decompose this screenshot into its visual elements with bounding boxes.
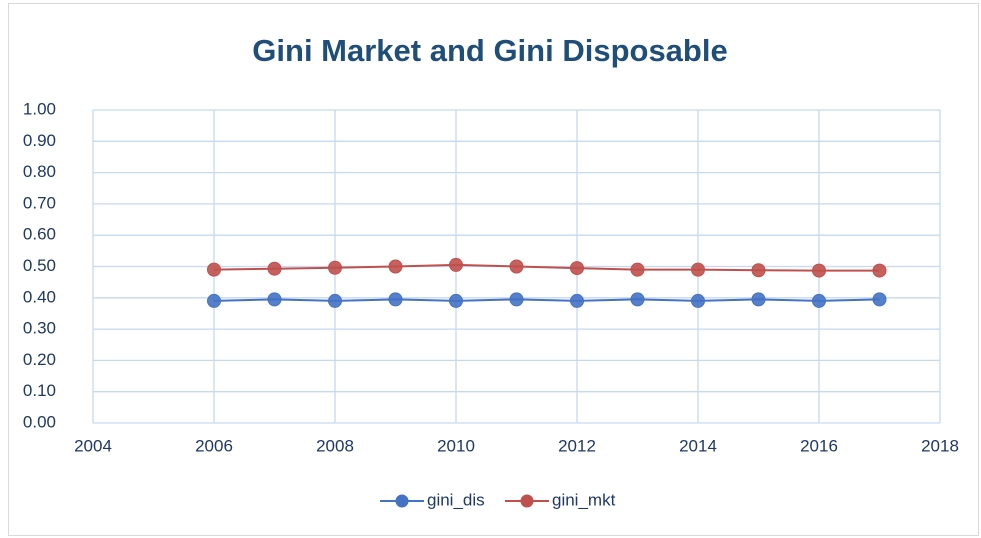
- chart-border: [8, 3, 979, 536]
- x-tick-label: 2014: [679, 436, 717, 455]
- data-point: [328, 293, 342, 308]
- data-point: [872, 292, 887, 307]
- x-tick-label: 2008: [316, 436, 354, 455]
- data-point: [691, 293, 705, 308]
- data-point: [388, 259, 403, 274]
- y-tick-label: 0.40: [23, 287, 56, 306]
- y-tick-label: 0.20: [23, 350, 56, 369]
- data-point: [509, 292, 524, 307]
- x-tick-label: 2018: [921, 436, 959, 455]
- data-point: [388, 292, 403, 307]
- legend-marker: [395, 494, 409, 508]
- data-point: [630, 262, 645, 277]
- data-point: [751, 263, 766, 278]
- data-point: [570, 293, 584, 308]
- x-tick-label: 2004: [74, 436, 112, 455]
- y-tick-label: 0.30: [23, 319, 56, 338]
- data-point: [449, 293, 463, 308]
- data-point: [267, 292, 282, 307]
- legend-label: gini_mkt: [552, 490, 616, 509]
- y-tick-label: 0.00: [23, 412, 56, 431]
- data-point: [449, 257, 463, 272]
- data-point: [751, 292, 766, 307]
- series-line: [213, 298, 880, 302]
- data-point: [812, 263, 826, 278]
- y-tick-label: 0.80: [23, 162, 56, 181]
- data-point: [872, 263, 887, 278]
- series-line: [213, 263, 880, 272]
- chart-title: Gini Market and Gini Disposable: [252, 33, 727, 68]
- legend-marker: [520, 494, 534, 508]
- x-tick-label: 2016: [800, 436, 838, 455]
- data-point: [509, 259, 524, 274]
- data-point: [691, 262, 705, 277]
- y-tick-label: 1.00: [23, 99, 56, 118]
- y-tick-label: 0.60: [23, 225, 56, 244]
- data-point: [207, 293, 221, 308]
- x-tick-label: 2012: [558, 436, 596, 455]
- data-point: [630, 292, 645, 307]
- data-point: [267, 261, 282, 276]
- data-point: [812, 293, 826, 308]
- legend-label: gini_dis: [427, 490, 485, 509]
- data-point: [570, 261, 584, 276]
- y-tick-label: 0.70: [23, 193, 56, 212]
- x-tick-label: 2006: [195, 436, 233, 455]
- y-tick-label: 0.10: [23, 381, 56, 400]
- data-point: [207, 262, 221, 277]
- y-tick-label: 0.90: [23, 131, 56, 150]
- y-tick-label: 0.50: [23, 256, 56, 275]
- data-point: [328, 260, 342, 275]
- x-tick-label: 2010: [437, 436, 475, 455]
